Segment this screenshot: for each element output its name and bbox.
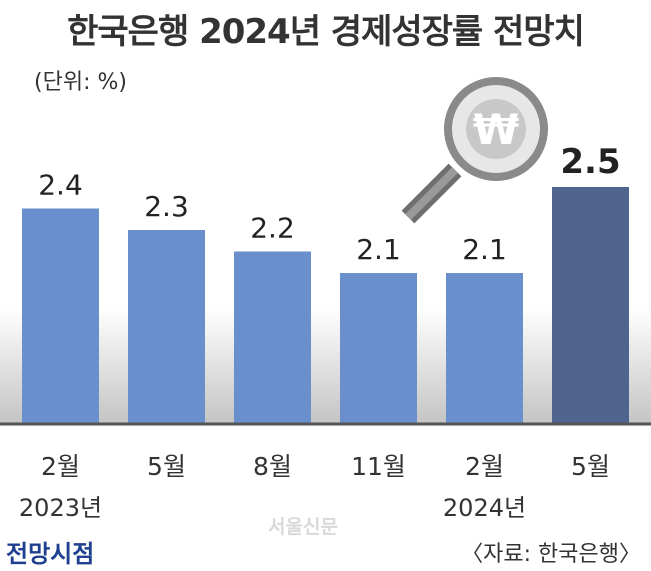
bar-1 <box>128 230 205 424</box>
watermark: 서울신문 <box>268 516 338 538</box>
bar-3 <box>340 273 417 424</box>
category-label-4: 2월 <box>465 452 504 481</box>
bars-group <box>22 187 629 424</box>
value-label-4: 2.1 <box>462 233 507 266</box>
source-label: 〈자료: 한국은행〉 <box>461 542 641 567</box>
value-label-5: 2.5 <box>560 142 620 182</box>
category-label-0: 2월 <box>41 452 80 481</box>
category-label-1: 5월 <box>147 452 186 481</box>
unit-label: (단위: %) <box>34 70 127 95</box>
floor-shadow <box>0 308 651 424</box>
bar-5 <box>552 187 629 424</box>
bar-0 <box>22 208 99 424</box>
year-label-4: 2024년 <box>442 494 527 522</box>
bar-2 <box>234 251 311 424</box>
value-label-2: 2.2 <box>250 212 295 245</box>
viewpoint-label: 전망시점 <box>6 540 95 568</box>
chart-title: 한국은행 2024년 경제성장률 전망치 <box>67 12 585 52</box>
magnifier-won-icon: ₩ <box>401 77 548 224</box>
category-label-3: 11월 <box>351 452 406 481</box>
value-label-1: 2.3 <box>144 190 189 223</box>
value-label-3: 2.1 <box>356 233 401 266</box>
category-label-2: 8월 <box>253 452 292 481</box>
value-label-0: 2.4 <box>38 169 83 202</box>
category-label-5: 5월 <box>571 452 610 481</box>
bar-4 <box>446 273 523 424</box>
won-symbol: ₩ <box>473 105 519 154</box>
year-label-0: 2023년 <box>18 494 103 522</box>
